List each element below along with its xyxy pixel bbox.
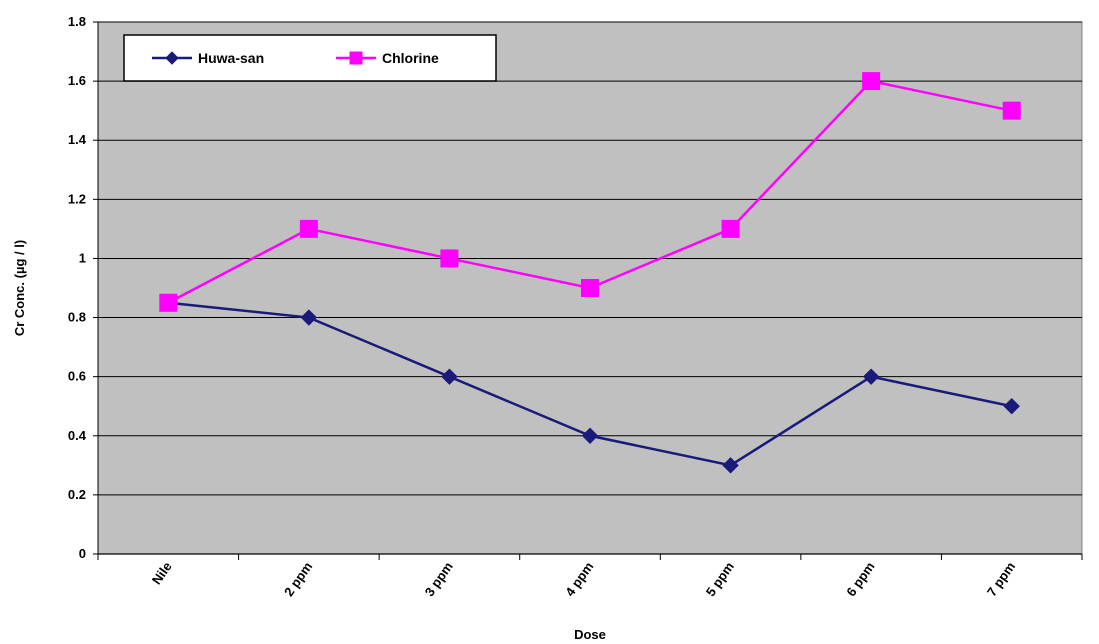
y-tick-label: 0.2	[68, 487, 86, 502]
data-point	[721, 219, 740, 238]
legend-marker	[349, 51, 363, 65]
x-tick-label: 7 ppm	[984, 559, 1018, 599]
y-tick-label: 0	[79, 546, 86, 561]
x-tick-label: 4 ppm	[562, 559, 596, 599]
legend-label: Huwa-san	[198, 50, 264, 66]
data-point	[581, 427, 599, 444]
y-tick-label: 0.4	[68, 428, 87, 443]
y-tick-label: 1.6	[68, 73, 86, 88]
x-axis-title: Dose	[574, 627, 606, 642]
y-axis-title: Cr Conc. (µg / l)	[12, 240, 27, 336]
series-huwa-san	[160, 294, 1020, 474]
data-point	[581, 279, 599, 297]
y-tick-label: 1.4	[68, 132, 87, 147]
x-tick-label: Nile	[149, 559, 175, 587]
x-tick-label: 3 ppm	[422, 559, 456, 599]
series-chlorine	[159, 72, 1021, 312]
x-tick-label: 5 ppm	[703, 559, 737, 599]
y-tick-label: 1.8	[68, 14, 86, 29]
y-tick-label: 1.2	[68, 191, 86, 206]
legend: Huwa-san Chlorine	[123, 34, 497, 82]
data-point	[299, 219, 318, 238]
data-point	[1002, 101, 1021, 120]
legend-label: Chlorine	[382, 50, 439, 66]
legend-marker	[165, 51, 179, 65]
data-point	[1003, 398, 1020, 415]
data-point	[862, 368, 880, 385]
data-point	[862, 72, 881, 91]
data-point	[722, 457, 739, 474]
y-tick-label: 0.6	[68, 369, 86, 384]
axes	[93, 21, 1083, 560]
x-tick-label: 6 ppm	[843, 559, 877, 599]
y-tick-labels: 0 0.2 0.4 0.6 0.8 1 1.2 1.4 1.6 1.8	[68, 14, 87, 561]
data-point	[441, 368, 458, 385]
x-tick-labels: Nile 2 ppm 3 ppm 4 ppm 5 ppm 6 ppm 7 ppm	[149, 559, 1018, 599]
data-point	[300, 309, 318, 326]
series-layer	[159, 72, 1021, 474]
data-point	[440, 249, 459, 268]
y-tick-label: 1	[79, 250, 86, 265]
x-tick-label: 2 ppm	[281, 559, 315, 599]
data-point	[159, 293, 178, 312]
y-tick-label: 0.8	[68, 310, 86, 325]
gridlines	[98, 21, 1082, 496]
